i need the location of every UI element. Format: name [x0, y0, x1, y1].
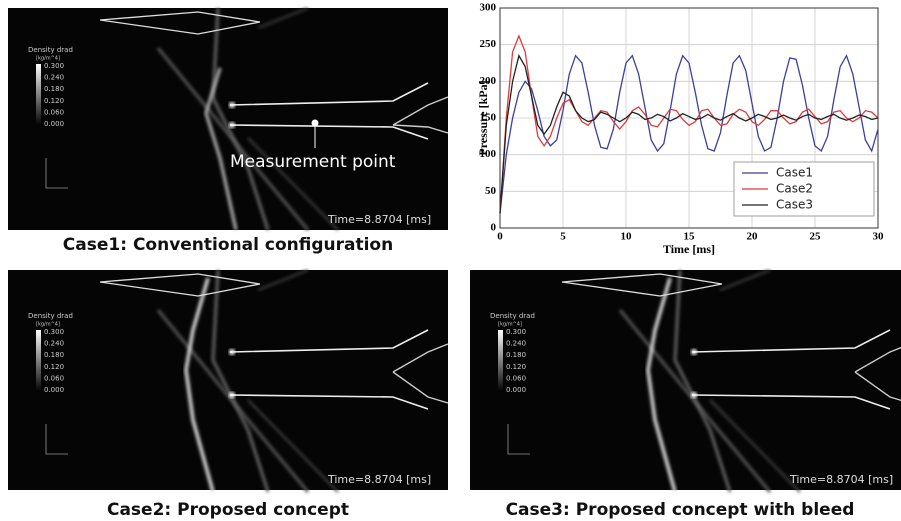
x-tick-label: 10	[621, 231, 633, 243]
colorbar-tick: 0.180	[44, 351, 64, 359]
shock-spot	[229, 392, 235, 398]
flow-feature	[854, 371, 901, 402]
colorbar-tick: 0.300	[44, 62, 64, 70]
y-tick-label: 300	[480, 2, 497, 14]
time-label: Time=8.8704 [ms]	[327, 473, 431, 486]
flow-feature	[229, 124, 429, 140]
time-label: Time=8.8704 [ms]	[327, 213, 431, 226]
y-tick-label: 200	[480, 75, 497, 87]
flow-feature	[229, 82, 429, 106]
panel-caption: Case2: Proposed concept	[107, 500, 349, 520]
shock-spot	[229, 122, 235, 128]
flow-feature	[691, 394, 891, 410]
x-axis-label: Time [ms]	[663, 242, 715, 256]
flow-feature	[618, 309, 772, 493]
colorbar-tick: 0.120	[44, 363, 64, 371]
legend-label: Case2	[776, 182, 813, 196]
flow-feature	[392, 371, 449, 404]
colorbar-tick: 0.240	[506, 340, 526, 348]
flow-feature	[45, 158, 68, 189]
colorbar-tick: 0.060	[506, 374, 526, 382]
flow-feature	[229, 394, 429, 410]
flow-feature	[45, 424, 68, 455]
colorbar-tick: 0.240	[44, 340, 64, 348]
colorbar-tick: 0.000	[44, 386, 64, 394]
colorbar-tick: 0.000	[44, 120, 64, 128]
colorbar	[36, 64, 41, 126]
colorbar-title: Density drad	[490, 312, 535, 320]
y-tick-label: 250	[480, 38, 497, 50]
flow-feature	[156, 47, 310, 231]
flow-feature	[99, 273, 261, 297]
annotation: Measurement point	[230, 152, 396, 172]
colorbar-tick: 0.240	[44, 74, 64, 82]
legend-label: Case3	[776, 198, 813, 212]
cfd-panel: Density drad [kg/m^4]0.300 0.240 0.180 0.120…	[8, 269, 449, 493]
y-tick-label: 50	[485, 185, 497, 197]
x-tick-label: 15	[684, 231, 696, 243]
flow-feature	[392, 124, 449, 134]
time-label: Time=8.8704 [ms]	[789, 473, 893, 486]
colorbar-unit: [kg/m^4]	[36, 322, 60, 328]
x-tick-label: 5	[560, 231, 566, 243]
colorbar-title: Density drad	[28, 312, 73, 320]
x-tick-label: 25	[810, 231, 822, 243]
colorbar	[498, 330, 503, 392]
flow-feature	[854, 346, 901, 373]
shock-spot	[229, 349, 235, 355]
flow-feature	[156, 309, 310, 493]
flow-feature	[211, 7, 270, 231]
cfd-panel: Density drad [kg/m^4]0.300 0.240 0.180 0.120…	[8, 7, 449, 231]
data-line	[499, 53, 879, 214]
cfd-panel: Density drad [kg/m^4]0.300 0.240 0.180 0.120…	[470, 269, 901, 493]
data-line	[499, 54, 879, 214]
flow-feature	[257, 7, 309, 29]
shock-spot	[229, 102, 235, 108]
y-tick-label: 150	[480, 112, 497, 124]
flow-feature	[247, 137, 339, 231]
flow-feature	[709, 399, 801, 493]
flow-feature	[184, 277, 215, 493]
data-line	[499, 34, 879, 214]
y-tick-label: 100	[480, 148, 497, 160]
colorbar-unit: [kg/m^4]	[498, 322, 522, 328]
colorbar-tick: 0.060	[44, 108, 64, 116]
x-tick-label: 20	[747, 231, 759, 243]
colorbar-tick: 0.060	[44, 374, 64, 382]
shock-spot	[691, 392, 697, 398]
flow-feature	[719, 269, 771, 291]
flow-feature	[691, 329, 891, 353]
colorbar-tick: 0.120	[506, 363, 526, 371]
panel-background	[8, 270, 448, 490]
flow-feature	[507, 424, 530, 455]
flow-feature	[204, 67, 238, 231]
flow-feature	[561, 273, 723, 297]
flow-feature	[392, 96, 449, 126]
colorbar-tick: 0.000	[506, 386, 526, 394]
flow-feature	[257, 269, 309, 291]
flow-feature	[229, 329, 429, 353]
x-tick-label: 30	[873, 231, 885, 243]
colorbar	[36, 330, 41, 392]
colorbar-tick: 0.180	[506, 351, 526, 359]
flow-feature	[99, 11, 261, 35]
x-tick-label: 0	[497, 231, 503, 243]
panel-caption: Case3: Proposed concept with bleed	[506, 500, 855, 520]
colorbar-tick: 0.300	[506, 328, 526, 336]
panel-caption: Case1: Conventional configuration	[63, 235, 393, 255]
flow-feature	[247, 399, 339, 493]
colorbar-unit: [kg/m^4]	[36, 56, 60, 62]
colorbar-tick: 0.300	[44, 328, 64, 336]
colorbar-tick: 0.180	[44, 85, 64, 93]
y-tick-label: 0	[491, 222, 497, 234]
flow-feature	[646, 277, 677, 493]
flow-feature	[392, 343, 449, 373]
colorbar-title: Density drad	[28, 46, 73, 54]
colorbar-tick: 0.120	[44, 97, 64, 105]
y-axis-label: Pressure [kPa]	[476, 80, 490, 155]
legend-label: Case1	[776, 166, 813, 180]
shock-spot	[691, 349, 697, 355]
